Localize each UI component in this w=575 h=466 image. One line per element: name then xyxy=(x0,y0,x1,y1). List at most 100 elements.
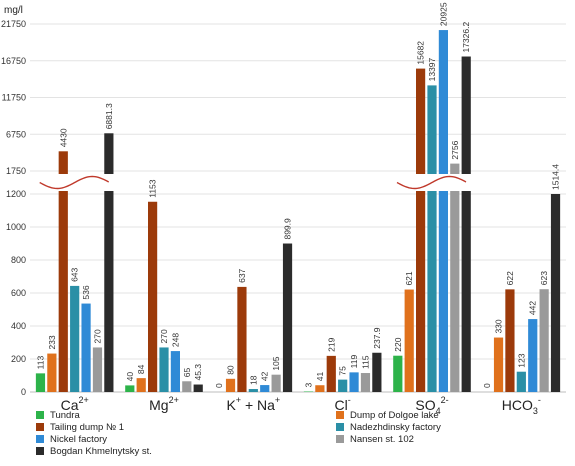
bar xyxy=(36,373,45,392)
data-label: 123 xyxy=(516,353,526,367)
data-label: 220 xyxy=(393,337,403,351)
data-label: 75 xyxy=(338,366,348,376)
bar xyxy=(494,338,503,392)
legend-label: Dump of Dolgoe lake xyxy=(350,410,439,421)
legend-swatch xyxy=(336,423,344,431)
bar xyxy=(551,194,560,392)
data-label: 442 xyxy=(528,301,538,315)
bar xyxy=(125,385,134,392)
bars xyxy=(36,30,560,392)
legend-swatch xyxy=(336,411,344,419)
break-band xyxy=(28,174,568,191)
data-label: 119 xyxy=(349,355,359,369)
y-tick-label: 200 xyxy=(11,354,26,364)
y-tick-label: 1000 xyxy=(6,222,26,232)
category-label: Cl- xyxy=(335,395,351,413)
data-label: 623 xyxy=(539,271,549,285)
bar xyxy=(70,286,79,392)
legend-label: Nadezhdinsky factory xyxy=(350,422,441,433)
legend-label: Nickel factory xyxy=(50,434,107,445)
bar xyxy=(137,378,146,392)
y-tick-label: 1200 xyxy=(6,189,26,199)
bar xyxy=(416,69,425,392)
legend: Tundra Dump of Dolgoe lake Tailing dump № … xyxy=(36,410,441,457)
data-label: 105 xyxy=(271,356,281,370)
data-label: 17326.2 xyxy=(461,22,471,53)
bar xyxy=(47,354,56,392)
bar xyxy=(249,389,258,392)
data-label: 40 xyxy=(125,372,135,382)
y-tick-label: 6750 xyxy=(6,129,26,139)
bar xyxy=(393,356,402,392)
legend-label: Tailing dump № 1 xyxy=(50,422,124,433)
data-label: 45.3 xyxy=(193,364,203,381)
legend-swatch xyxy=(36,411,44,419)
data-label: 233 xyxy=(47,335,57,349)
data-label: 84 xyxy=(136,364,146,374)
bar xyxy=(148,202,157,392)
bar xyxy=(283,244,292,392)
data-label: 270 xyxy=(159,329,169,343)
data-label: 0 xyxy=(482,383,492,388)
data-label: 637 xyxy=(237,268,247,282)
legend-swatch xyxy=(36,447,44,455)
y-tick-label: 400 xyxy=(11,321,26,331)
y-tick-label: 600 xyxy=(11,288,26,298)
data-label: 621 xyxy=(404,271,414,285)
bar xyxy=(427,85,436,392)
data-label: 113 xyxy=(35,356,45,370)
y-tick-label: 1750 xyxy=(6,166,26,176)
bar xyxy=(93,347,102,392)
data-label: 622 xyxy=(505,271,515,285)
bar xyxy=(517,372,526,392)
y-axis-unit: mg/l xyxy=(4,5,23,16)
data-label: 18 xyxy=(248,375,258,385)
data-label: 20925 xyxy=(438,2,448,26)
y-tick-label: 800 xyxy=(11,255,26,265)
bar xyxy=(272,375,281,392)
legend-label: Nansen st. 102 xyxy=(350,434,414,445)
bar xyxy=(81,304,90,392)
data-label: 1153 xyxy=(148,179,158,198)
legend-swatch xyxy=(336,435,344,443)
bar xyxy=(505,289,514,392)
data-label: 2756 xyxy=(450,140,460,159)
bar xyxy=(372,353,381,392)
data-label: 1514.4 xyxy=(551,164,561,190)
bar xyxy=(462,57,471,392)
legend-label: Tundra xyxy=(50,410,80,421)
bar xyxy=(349,372,358,392)
legend-label: Bogdan Khmelnytsky st. xyxy=(50,446,152,457)
y-tick-label: 11750 xyxy=(2,93,26,103)
data-label: 0 xyxy=(214,383,224,388)
bar xyxy=(260,385,269,392)
bar xyxy=(182,381,191,392)
data-label: 248 xyxy=(170,333,180,347)
bar xyxy=(327,356,336,392)
data-label: 80 xyxy=(226,365,236,375)
data-label: 237.9 xyxy=(372,327,382,349)
data-label: 4430 xyxy=(58,128,68,147)
data-label: 6881.3 xyxy=(104,103,114,129)
category-label: K+ + Na+ xyxy=(226,395,280,413)
category-label: Mg2+ xyxy=(149,395,179,413)
y-tick-label: 0 xyxy=(21,387,26,397)
category-label: HCO3- xyxy=(502,395,541,416)
bar xyxy=(540,289,549,392)
y-tick-label: 21750 xyxy=(1,19,26,29)
bar xyxy=(237,287,246,392)
data-label: 3 xyxy=(303,383,313,388)
data-label: 115 xyxy=(360,355,370,369)
data-label: 643 xyxy=(70,267,80,281)
bar xyxy=(315,385,324,392)
legend-swatch xyxy=(36,435,44,443)
bar xyxy=(528,319,537,392)
bar xyxy=(226,379,235,392)
bar xyxy=(450,164,459,392)
data-label: 536 xyxy=(81,285,91,299)
data-label: 899.9 xyxy=(283,218,293,240)
bar xyxy=(338,380,347,392)
bar xyxy=(405,290,414,392)
